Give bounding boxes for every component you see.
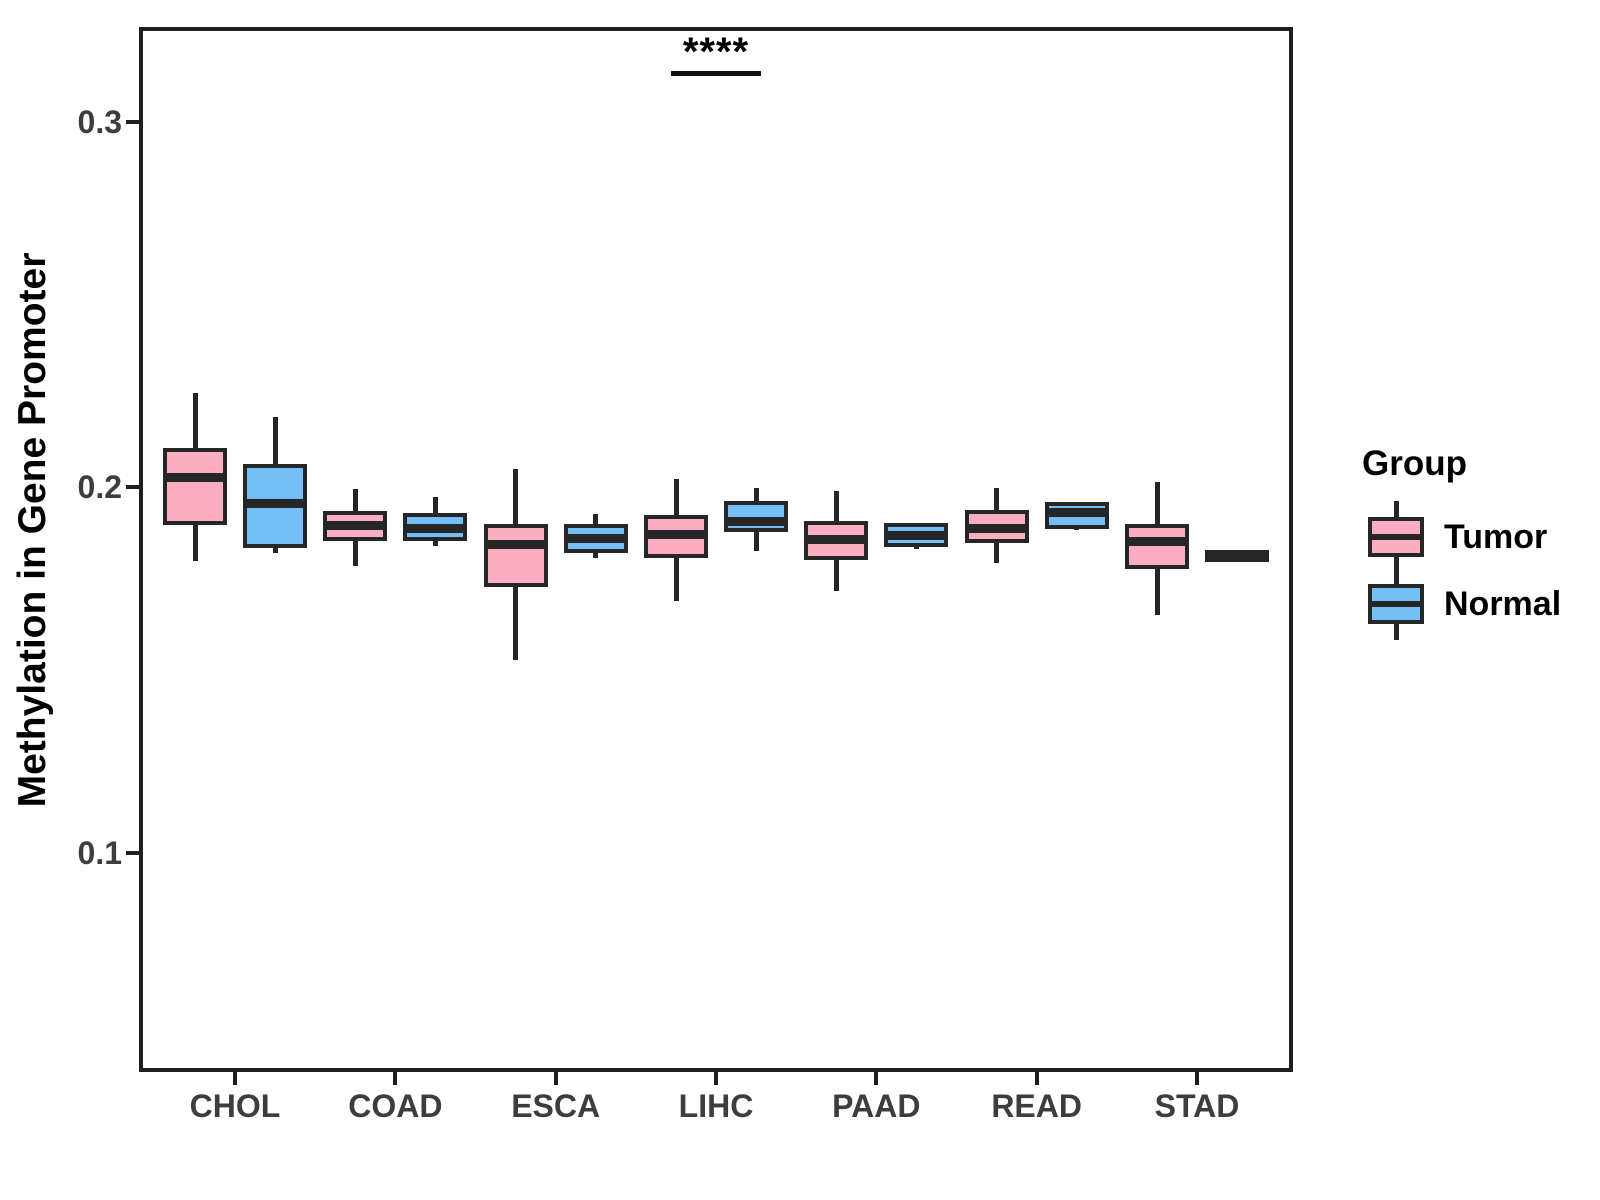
legend-key-median bbox=[1368, 601, 1424, 607]
y-tick-label: 0.1 bbox=[77, 834, 122, 871]
y-tick-mark bbox=[126, 485, 139, 490]
median-STAD-Tumor bbox=[1125, 537, 1189, 547]
x-tick-label-coad: COAD bbox=[348, 1088, 443, 1124]
y-tick-mark bbox=[126, 120, 139, 124]
y-axis-title: Methylation in Gene Promoter bbox=[11, 252, 54, 808]
significance-line bbox=[671, 71, 761, 76]
median-ESCA-Normal bbox=[563, 533, 628, 543]
median-STAD-Normal bbox=[1205, 551, 1269, 561]
x-tick-mark bbox=[714, 1072, 718, 1085]
x-tick-mark bbox=[1195, 1072, 1199, 1085]
legend-key-normal-boxplot-icon bbox=[1368, 568, 1424, 640]
plot-panel bbox=[139, 27, 1293, 1072]
y-tick-mark bbox=[126, 850, 139, 855]
y-tick-label: 0.3 bbox=[77, 104, 122, 140]
median-ESCA-Tumor bbox=[483, 539, 548, 549]
x-tick-mark bbox=[874, 1072, 879, 1085]
plot-panel-border bbox=[139, 27, 1293, 1072]
x-tick-mark bbox=[1034, 1072, 1039, 1085]
x-tick-mark bbox=[393, 1072, 398, 1085]
legend-label-normal: Normal bbox=[1444, 585, 1562, 623]
x-tick-label-read: READ bbox=[991, 1088, 1082, 1124]
x-tick-label-paad: PAAD bbox=[832, 1088, 921, 1124]
median-PAAD-Tumor bbox=[804, 534, 869, 544]
legend-label-tumor: Tumor bbox=[1444, 518, 1548, 556]
median-READ-Normal bbox=[1044, 507, 1109, 517]
box-LIHC-Normal bbox=[724, 500, 788, 533]
x-tick-label-esca: ESCA bbox=[511, 1088, 601, 1124]
significance-stars: **** bbox=[682, 30, 750, 74]
legend-key-median bbox=[1368, 534, 1424, 540]
box-CHOL-Tumor bbox=[163, 447, 227, 525]
legend-title: Group bbox=[1362, 444, 1467, 483]
median-LIHC-Normal bbox=[724, 517, 788, 527]
median-PAAD-Normal bbox=[884, 531, 949, 541]
median-COAD-Tumor bbox=[323, 520, 388, 530]
y-tick-label: 0.2 bbox=[77, 469, 122, 506]
median-CHOL-Tumor bbox=[163, 473, 227, 483]
median-READ-Tumor bbox=[964, 523, 1029, 533]
x-tick-label-stad: STAD bbox=[1154, 1088, 1240, 1124]
x-tick-mark bbox=[553, 1072, 558, 1085]
box-ESCA-Tumor bbox=[483, 523, 548, 588]
median-LIHC-Tumor bbox=[644, 529, 708, 539]
x-tick-label-lihc: LIHC bbox=[678, 1088, 754, 1124]
x-tick-label-chol: CHOL bbox=[189, 1088, 281, 1124]
legend-key-tumor-boxplot-icon bbox=[1368, 501, 1424, 573]
median-CHOL-Normal bbox=[243, 498, 307, 508]
median-COAD-Normal bbox=[403, 523, 468, 533]
x-tick-mark bbox=[233, 1072, 237, 1085]
